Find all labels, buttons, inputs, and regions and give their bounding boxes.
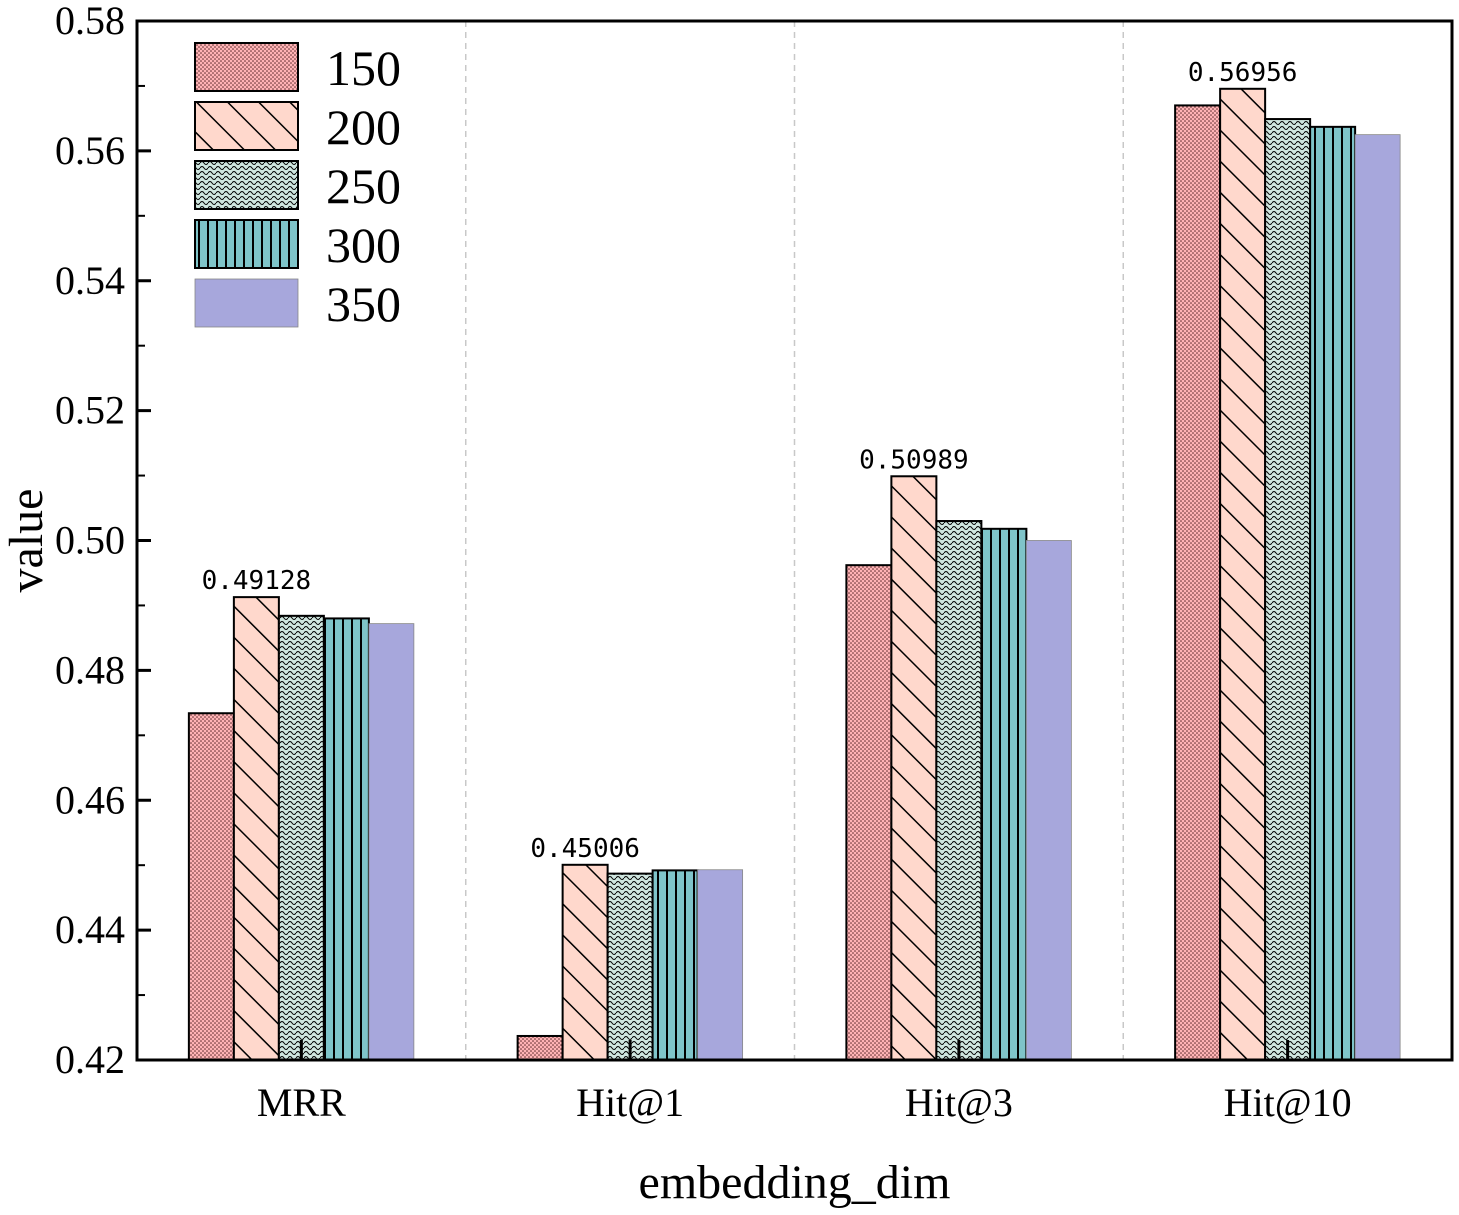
bar-250-hit3 [935,520,983,1061]
bar-350-mrr [368,623,415,1061]
bar-250-hit10 [1264,118,1312,1062]
y-axis-title: value [0,489,53,593]
bar-200-hit1 [561,863,609,1061]
y-tick-label: 0.48 [55,647,125,692]
bar-350-hit3 [1025,540,1072,1061]
bar-200-hit10 [1219,87,1267,1062]
legend-swatch-300 [194,219,299,269]
bar-300-mrr [322,617,370,1061]
legend-swatch-200 [194,101,299,151]
legend-swatch-250 [194,160,299,210]
y-tick-label: 0.42 [55,1037,125,1082]
legend-swatch-350 [194,278,299,328]
bar-150-hit1 [516,1034,564,1062]
bar-200-hit3 [890,475,938,1062]
bar-200-mrr [232,596,280,1061]
bar-350-hit10 [1354,134,1401,1061]
data-label: 0.56956 [1188,58,1298,88]
legend-label-150: 150 [326,40,401,96]
legend-label-250: 250 [326,158,401,214]
bar-300-hit10 [1309,125,1357,1061]
bar-250-hit1 [606,872,654,1062]
legend-label-200: 200 [326,99,401,155]
y-tick-label: 0.46 [55,777,125,822]
x-tick-label: Hit@3 [905,1080,1013,1125]
y-tick-label: 0.50 [55,518,125,563]
bar-150-hit3 [845,564,893,1062]
y-tick-label: 0.52 [55,388,125,433]
bar-300-hit3 [980,527,1028,1061]
bar-150-mrr [187,712,235,1061]
x-tick-label: MRR [257,1080,346,1125]
data-label: 0.45006 [530,834,640,864]
data-label: 0.50989 [859,445,969,475]
x-tick-label: Hit@1 [576,1080,684,1125]
y-tick-label: 0.58 [55,0,125,43]
y-tick-label: 0.44 [55,907,125,952]
x-axis-title: embedding_dim [639,1156,951,1209]
legend-label-300: 300 [326,217,401,273]
bar-150-hit10 [1174,104,1222,1061]
legend-swatch-150 [194,42,299,92]
y-tick-label: 0.56 [55,128,125,173]
legend-label-350: 350 [326,276,401,332]
data-label: 0.49128 [202,566,312,596]
y-tick-label: 0.54 [55,258,125,303]
bar-300-hit1 [651,869,699,1061]
bar-250-mrr [277,614,325,1061]
bar-350-hit1 [697,869,744,1061]
x-tick-label: Hit@10 [1224,1080,1352,1125]
